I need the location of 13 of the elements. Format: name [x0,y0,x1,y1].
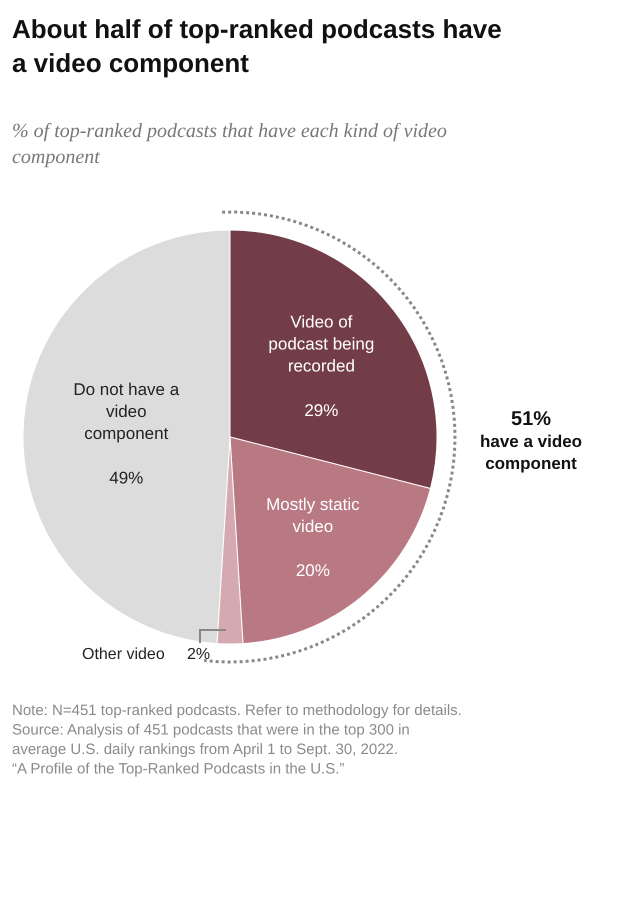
data-label: 29% [304,400,338,420]
data-label: 20% [296,561,330,580]
text: Note: N=451 top-ranked podcasts. Refer to methodology for details. [12,702,462,719]
source-note: Source: Analysis of 451 podcasts that were in the top 300 in average U.S. daily rankings from April 1 to Sept. 30, 2022. [12,722,410,758]
slice-label: Video of podcast being recorded [268,312,374,376]
chart-title: About half of top-ranked podcasts have a video component [12,14,502,78]
data-label: 49% [109,468,144,488]
slice-label: Do not have a video component [73,380,180,444]
slice-label: Mostly static video [266,494,360,536]
slice-label: Other video 2% [82,646,210,663]
text: 51% have a video component [480,408,582,474]
chart-subtitle: % of top-ranked podcasts that have each kind of video component [12,120,447,168]
text: “A Profile of the Top-Ranked Podcasts in the U.S.” [12,760,344,778]
